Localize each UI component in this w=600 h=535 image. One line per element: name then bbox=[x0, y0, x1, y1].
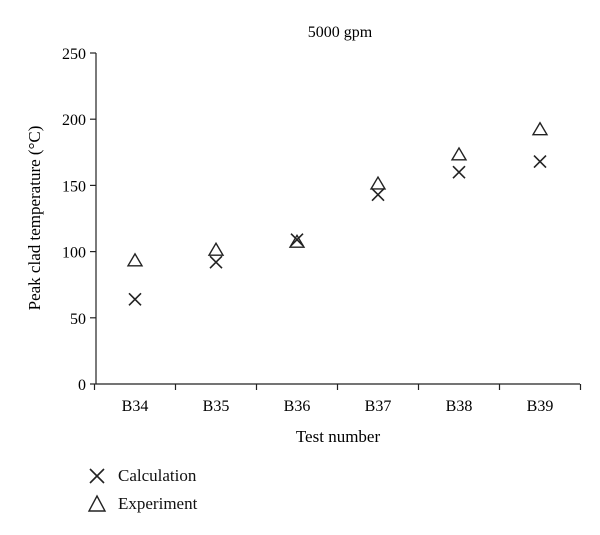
experiment-point bbox=[531, 121, 549, 136]
y-axis-ticks: 0 50 100 150 200 250 bbox=[62, 46, 96, 394]
x-tick-label: B34 bbox=[122, 398, 149, 415]
legend-item-calculation: Calculation bbox=[86, 462, 197, 490]
x-marker-stroke bbox=[452, 165, 466, 179]
legend: Calculation Experiment bbox=[86, 462, 197, 518]
x-marker-icon bbox=[89, 468, 105, 484]
experiment-point bbox=[450, 146, 468, 161]
x-tick-label: B37 bbox=[365, 398, 392, 415]
calculation-point bbox=[209, 255, 223, 269]
x-marker-stroke bbox=[290, 233, 304, 247]
triangle-marker-icon bbox=[87, 494, 107, 512]
x-axis-label: Test number bbox=[296, 427, 381, 446]
calculation-point bbox=[371, 188, 385, 202]
legend-label-experiment: Experiment bbox=[118, 494, 198, 513]
x-marker-stroke bbox=[533, 155, 547, 169]
experiment-point bbox=[207, 241, 225, 256]
x-marker-stroke bbox=[371, 188, 385, 202]
y-tick-label: 250 bbox=[62, 46, 86, 63]
calculation-point bbox=[128, 292, 142, 306]
calculation-point bbox=[452, 165, 466, 179]
y-tick-label: 0 bbox=[78, 377, 86, 394]
chart: 5000 gpm 0 50 100 150 200 250 B34 B35 B36 B37 B38… bbox=[25, 24, 582, 446]
experiment-point bbox=[126, 252, 144, 267]
calculation-point bbox=[290, 233, 304, 247]
x-marker-stroke bbox=[209, 255, 223, 269]
x-tick-label: B38 bbox=[446, 398, 473, 415]
y-tick-label: 200 bbox=[62, 112, 86, 129]
y-tick-label: 100 bbox=[62, 245, 86, 262]
x-tick-label: B39 bbox=[527, 398, 554, 415]
experiment-point bbox=[288, 233, 306, 248]
legend-item-experiment: Experiment bbox=[86, 490, 197, 518]
data-marks bbox=[126, 121, 549, 306]
x-tick-label: B36 bbox=[284, 398, 311, 415]
y-tick-label: 50 bbox=[70, 311, 86, 328]
y-tick-label: 150 bbox=[62, 178, 86, 195]
legend-label-calculation: Calculation bbox=[118, 466, 197, 485]
axes bbox=[95, 53, 580, 385]
y-axis-label: Peak clad temperature (°C) bbox=[25, 126, 44, 311]
chart-title: 5000 gpm bbox=[308, 24, 373, 41]
x-marker-stroke bbox=[128, 292, 142, 306]
x-axis-ticks: B34 B35 B36 B37 B38 B39 bbox=[93, 384, 582, 415]
experiment-point bbox=[369, 175, 387, 190]
x-tick-label: B35 bbox=[203, 398, 230, 415]
calculation-point bbox=[533, 155, 547, 169]
